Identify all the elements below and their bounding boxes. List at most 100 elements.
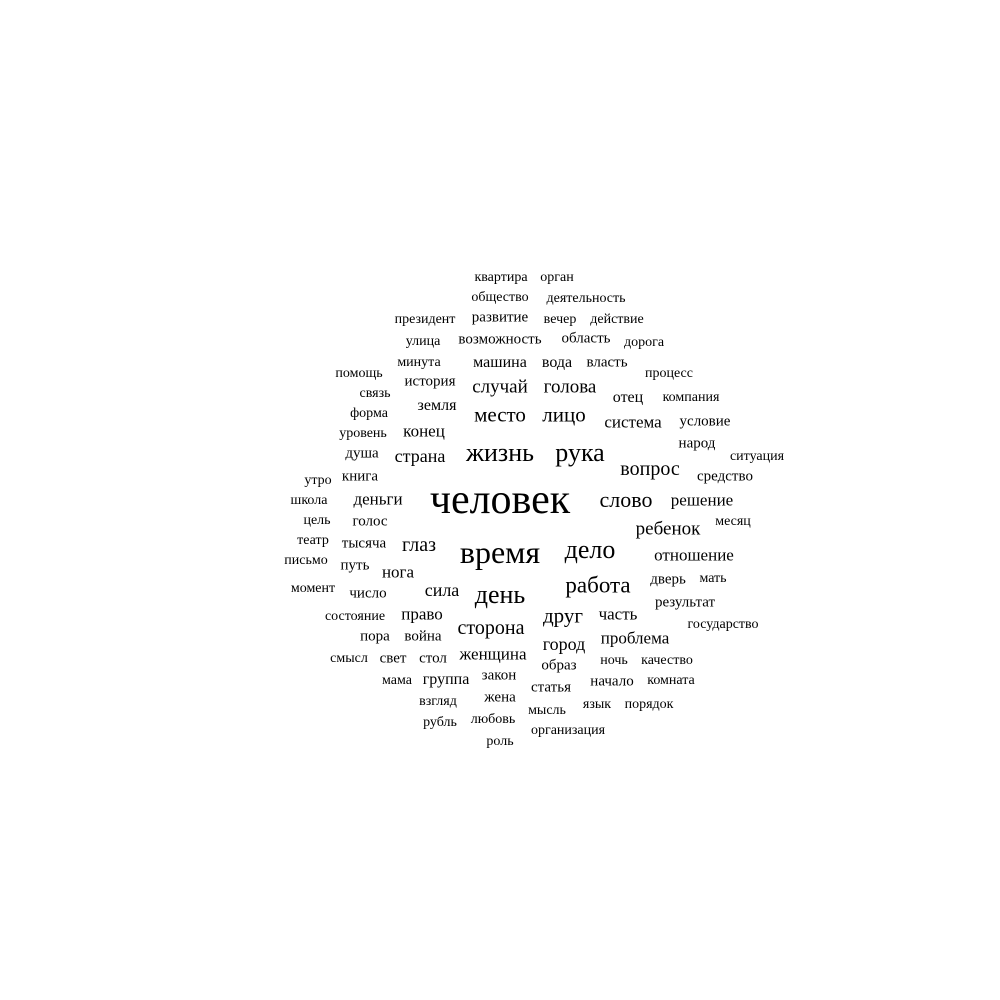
word-put: путь xyxy=(340,557,370,574)
word-den: день xyxy=(474,580,526,609)
word-mesyats: месяц xyxy=(715,514,751,529)
word-obshchestvo: общество xyxy=(471,290,529,305)
word-voyna: война xyxy=(404,628,442,645)
word-vzglyad: взгляд xyxy=(419,694,457,709)
word-shkola: школа xyxy=(290,493,328,508)
word-istoriya: история xyxy=(404,373,456,390)
word-prezident: президент xyxy=(394,312,456,327)
word-rol: роль xyxy=(486,734,514,749)
word-pora: пора xyxy=(360,628,390,645)
word-mesto: место xyxy=(474,402,526,427)
word-tsel: цель xyxy=(303,513,331,528)
word-lyubov: любовь xyxy=(470,712,516,727)
word-delo: дело xyxy=(564,535,616,564)
word-mysl: мысль xyxy=(528,703,566,718)
word-zhizn: жизнь xyxy=(466,438,534,467)
word-strana: страна xyxy=(394,446,446,466)
word-zakon: закон xyxy=(481,667,517,684)
word-obraz: образ xyxy=(541,657,577,674)
word-mama: мама xyxy=(382,673,412,688)
word-ruka: рука xyxy=(555,438,605,467)
word-pismo: письмо xyxy=(284,553,328,568)
word-teatr: театр xyxy=(297,533,329,548)
word-litso: лицо xyxy=(542,402,586,427)
word-chast: часть xyxy=(598,604,638,624)
word-otets: отец xyxy=(612,389,644,406)
word-organ: орган xyxy=(540,270,574,285)
word-sluchay: случай xyxy=(472,376,528,398)
word-utro: утро xyxy=(304,473,332,488)
word-ulitsa: улица xyxy=(405,334,441,349)
word-mashina: машина xyxy=(473,354,527,371)
word-svet: свет xyxy=(379,650,407,667)
word-pravo: право xyxy=(401,604,443,624)
word-chelovek: человек xyxy=(429,477,571,523)
word-zhenshchina: женщина xyxy=(459,644,527,664)
word-uslovie: условие xyxy=(679,413,731,430)
word-statya: статья xyxy=(531,679,571,696)
word-kachestvo: качество xyxy=(641,653,693,668)
word-zhena: жена xyxy=(484,689,516,706)
word-storona: сторона xyxy=(457,617,525,639)
word-gosudarstvo: государство xyxy=(687,617,759,632)
word-mat: мать xyxy=(699,571,727,586)
word-drug: друг xyxy=(542,603,584,628)
word-noch: ночь xyxy=(600,653,628,668)
word-golos: голос xyxy=(352,513,388,530)
word-dengi: деньги xyxy=(353,489,403,509)
word-vecher: вечер xyxy=(543,312,577,327)
word-organizatsiya: организация xyxy=(530,723,606,738)
word-deyatelnost: деятельность xyxy=(546,291,626,306)
word-rebenok: ребенок xyxy=(635,518,701,540)
word-noga: нога xyxy=(381,562,415,582)
word-chislo: число xyxy=(349,585,387,602)
word-poryadok: порядок xyxy=(624,697,674,712)
word-dusha: душа xyxy=(345,445,379,462)
word-narod: народ xyxy=(678,435,716,452)
word-sredstvo: средство xyxy=(697,468,753,485)
word-nachalo: начало xyxy=(590,673,634,690)
word-rubl: рубль xyxy=(423,715,457,730)
word-deystvie: действие xyxy=(590,312,644,327)
word-kniga: книга xyxy=(341,468,379,485)
word-razvitie: развитие xyxy=(471,309,529,326)
word-stol: стол xyxy=(419,650,447,667)
word-otnoshenie: отношение xyxy=(654,545,734,565)
word-vlast: власть xyxy=(586,354,628,371)
word-problema: проблема xyxy=(600,628,670,648)
word-situatsiya: ситуация xyxy=(729,449,785,464)
word-konets: конец xyxy=(403,421,445,441)
word-sila: сила xyxy=(424,580,460,600)
word-zemlya: земля xyxy=(417,397,457,414)
word-glaz: глаз xyxy=(402,534,436,556)
word-svyaz: связь xyxy=(359,386,391,401)
word-forma: форма xyxy=(350,406,388,421)
word-oblast: область xyxy=(561,330,611,347)
word-doroga: дорога xyxy=(623,335,665,350)
word-pomoshch: помощь xyxy=(335,366,383,381)
word-gorod: город xyxy=(542,634,586,654)
word-uroven: уровень xyxy=(339,426,387,441)
word-yazyk: язык xyxy=(582,697,612,712)
word-reshenie: решение xyxy=(670,490,734,510)
word-rezultat: результат xyxy=(654,594,716,611)
word-minuta: минута xyxy=(397,355,441,370)
word-komnata: комната xyxy=(647,673,695,688)
word-tysyacha: тысяча xyxy=(341,535,387,552)
word-sistema: система xyxy=(604,412,662,432)
word-kvartira: квартира xyxy=(474,270,528,285)
word-rabota: работа xyxy=(565,572,631,598)
word-vozmozhnost: возможность xyxy=(458,331,542,348)
word-vopros: вопрос xyxy=(620,458,680,480)
word-gruppa: группа xyxy=(422,671,470,688)
word-vremya: время xyxy=(459,534,541,570)
word-moment: момент xyxy=(290,581,336,596)
word-slovo: слово xyxy=(599,487,653,512)
word-sostoyanie: состояние xyxy=(324,609,386,624)
word-dver: дверь xyxy=(650,571,686,588)
word-protsess: процесс xyxy=(645,366,693,381)
word-golova: голова xyxy=(543,376,597,398)
word-kompaniya: компания xyxy=(662,390,720,405)
word-voda: вода xyxy=(541,354,573,371)
